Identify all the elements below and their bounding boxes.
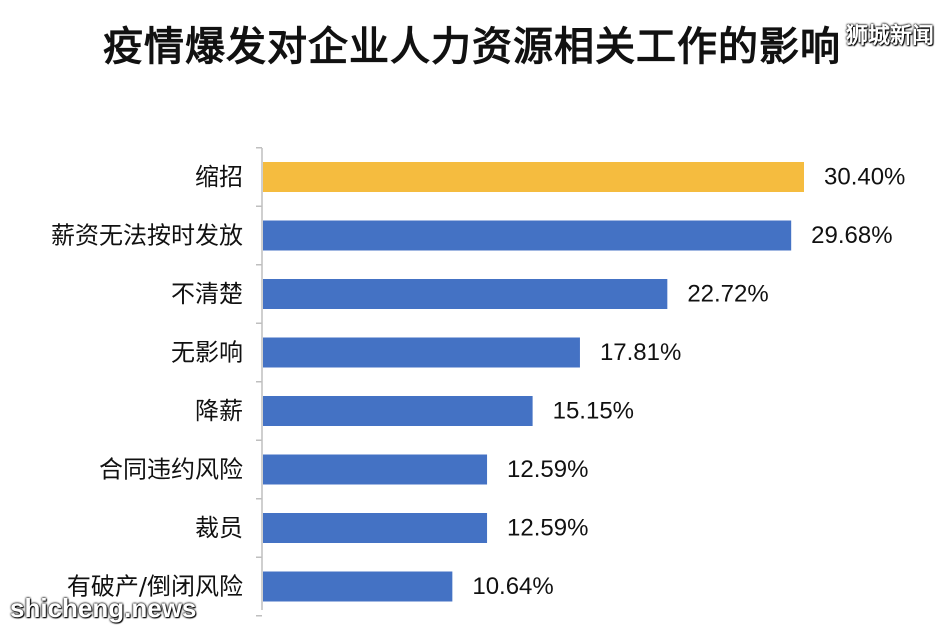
bar-4 — [263, 396, 533, 426]
bars-group — [263, 162, 804, 602]
value-label-6: 12.59% — [507, 515, 588, 542]
category-label-0: 缩招 — [195, 163, 243, 191]
value-labels: 30.40% 29.68% 22.72% 17.81% 15.15% 12.59% 12.5… — [472, 164, 905, 601]
category-label-4: 降薪 — [195, 397, 243, 425]
value-label-1: 29.68% — [811, 222, 892, 249]
bar-1 — [263, 220, 792, 251]
bar-2 — [263, 279, 668, 309]
value-label-3: 17.81% — [600, 339, 681, 366]
bar-0 — [263, 162, 804, 192]
value-label-2: 22.72% — [687, 281, 768, 308]
watermark-bottom-left: shicheng.news — [10, 593, 197, 623]
bar-7 — [263, 571, 453, 602]
category-label-6: 裁员 — [195, 514, 243, 542]
value-label-7: 10.64% — [472, 573, 553, 600]
value-label-0: 30.40% — [824, 164, 905, 191]
watermark-top-right: 狮城新闻 — [845, 24, 934, 49]
bar-5 — [263, 454, 488, 485]
bar-6 — [263, 513, 488, 543]
axis-ticks — [256, 147, 262, 617]
category-label-5: 合同违约风险 — [99, 456, 243, 484]
category-label-2: 不清楚 — [171, 280, 243, 308]
bar-3 — [263, 337, 580, 368]
category-label-7: 有破产/倒闭风险 — [67, 573, 243, 601]
category-label-3: 无影响 — [171, 339, 243, 367]
category-label-1: 薪资无法按时发放 — [51, 222, 243, 250]
chart-title: 疫情爆发对企业人力资源相关工作的影响 — [103, 24, 841, 70]
value-label-4: 15.15% — [553, 398, 634, 425]
value-label-5: 12.59% — [507, 456, 588, 483]
